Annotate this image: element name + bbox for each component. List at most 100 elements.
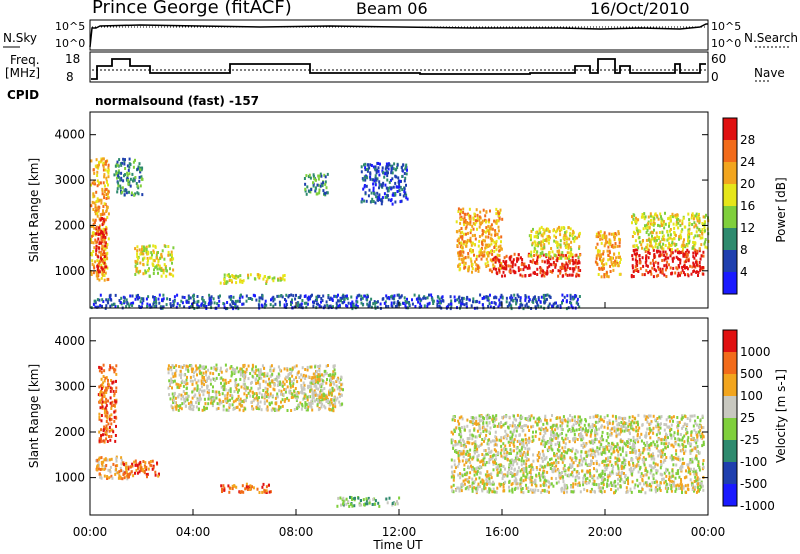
data-cell bbox=[638, 240, 641, 244]
data-cell bbox=[638, 236, 641, 239]
data-cell bbox=[544, 293, 547, 297]
data-cell bbox=[132, 177, 135, 181]
data-cell bbox=[160, 268, 163, 272]
data-cell bbox=[139, 300, 142, 304]
data-cell bbox=[492, 265, 495, 269]
data-cell bbox=[203, 304, 206, 308]
data-cell bbox=[98, 417, 101, 421]
data-cell bbox=[568, 237, 571, 241]
data-cell bbox=[501, 274, 504, 278]
data-cell bbox=[115, 416, 118, 420]
data-cell bbox=[245, 299, 248, 303]
data-cell bbox=[101, 247, 103, 251]
data-cell bbox=[102, 460, 105, 464]
data-cell bbox=[677, 221, 680, 225]
data-cell bbox=[247, 276, 250, 280]
data-cell bbox=[270, 364, 273, 368]
data-cell bbox=[228, 405, 231, 409]
data-cell bbox=[505, 455, 508, 459]
data-cell bbox=[517, 266, 520, 270]
data-cell bbox=[698, 261, 701, 264]
data-cell bbox=[652, 440, 655, 444]
data-cell bbox=[103, 175, 106, 179]
data-cell bbox=[100, 387, 103, 390]
data-cell bbox=[151, 467, 154, 471]
data-cell bbox=[512, 258, 515, 262]
data-cell bbox=[570, 458, 573, 462]
data-cell bbox=[550, 247, 553, 250]
data-cell bbox=[522, 268, 525, 272]
data-cell bbox=[290, 369, 293, 373]
data-cell bbox=[105, 400, 108, 404]
data-cell bbox=[320, 297, 323, 300]
data-cell bbox=[134, 459, 137, 463]
data-cell bbox=[305, 192, 308, 196]
data-cell bbox=[291, 392, 294, 396]
data-cell bbox=[128, 190, 130, 194]
data-cell bbox=[402, 302, 405, 305]
data-cell bbox=[279, 380, 282, 384]
data-cell bbox=[572, 269, 575, 273]
data-cell bbox=[114, 472, 117, 476]
data-cell bbox=[320, 305, 323, 309]
data-cell bbox=[276, 375, 278, 379]
data-cell bbox=[604, 466, 607, 469]
data-cell bbox=[95, 270, 98, 274]
data-cell bbox=[538, 241, 541, 245]
data-cell bbox=[502, 442, 505, 446]
data-cell bbox=[474, 233, 476, 237]
data-cell bbox=[239, 278, 242, 282]
data-cell bbox=[649, 244, 651, 248]
data-cell bbox=[386, 194, 389, 198]
data-cell bbox=[477, 453, 480, 457]
data-cell bbox=[405, 163, 408, 167]
data-cell bbox=[657, 265, 660, 269]
data-cell bbox=[564, 244, 567, 248]
data-cell bbox=[499, 451, 502, 455]
data-cell bbox=[120, 296, 123, 300]
data-cell bbox=[121, 477, 124, 481]
data-cell bbox=[179, 365, 182, 369]
data-cell bbox=[103, 379, 106, 383]
data-cell bbox=[338, 303, 341, 307]
data-cell bbox=[103, 212, 106, 216]
data-cell bbox=[537, 451, 540, 455]
data-cell bbox=[548, 302, 551, 306]
data-cell bbox=[459, 241, 461, 245]
data-cell bbox=[364, 162, 367, 166]
data-cell bbox=[683, 263, 686, 267]
data-cell bbox=[619, 238, 621, 242]
data-cell bbox=[478, 300, 481, 304]
power-ylabel: Slant Range [km] bbox=[27, 158, 41, 262]
data-cell bbox=[491, 418, 494, 422]
data-cell bbox=[282, 274, 285, 278]
data-cell bbox=[90, 204, 93, 208]
data-cell bbox=[163, 263, 166, 267]
data-cell bbox=[636, 268, 639, 271]
data-cell bbox=[260, 393, 263, 397]
data-cell bbox=[478, 218, 481, 222]
data-cell bbox=[698, 217, 701, 221]
data-cell bbox=[178, 365, 181, 369]
data-cell bbox=[659, 212, 662, 216]
data-cell bbox=[251, 297, 254, 301]
data-cell bbox=[452, 444, 455, 448]
data-cell bbox=[333, 294, 336, 298]
data-cell bbox=[247, 297, 250, 300]
data-cell bbox=[293, 378, 295, 382]
data-cell bbox=[295, 364, 298, 368]
data-cell bbox=[310, 405, 313, 409]
data-cell bbox=[265, 489, 268, 493]
data-cell bbox=[156, 267, 159, 271]
data-cell bbox=[558, 249, 561, 253]
freq-tick-top: 18 bbox=[65, 52, 81, 66]
data-cell bbox=[573, 261, 576, 265]
data-cell bbox=[692, 236, 695, 240]
data-cell bbox=[105, 404, 108, 408]
data-cell bbox=[464, 240, 467, 244]
data-cell bbox=[383, 192, 386, 196]
data-cell bbox=[396, 166, 399, 169]
data-cell bbox=[159, 305, 162, 309]
data-cell bbox=[663, 264, 666, 268]
data-cell bbox=[602, 263, 605, 267]
